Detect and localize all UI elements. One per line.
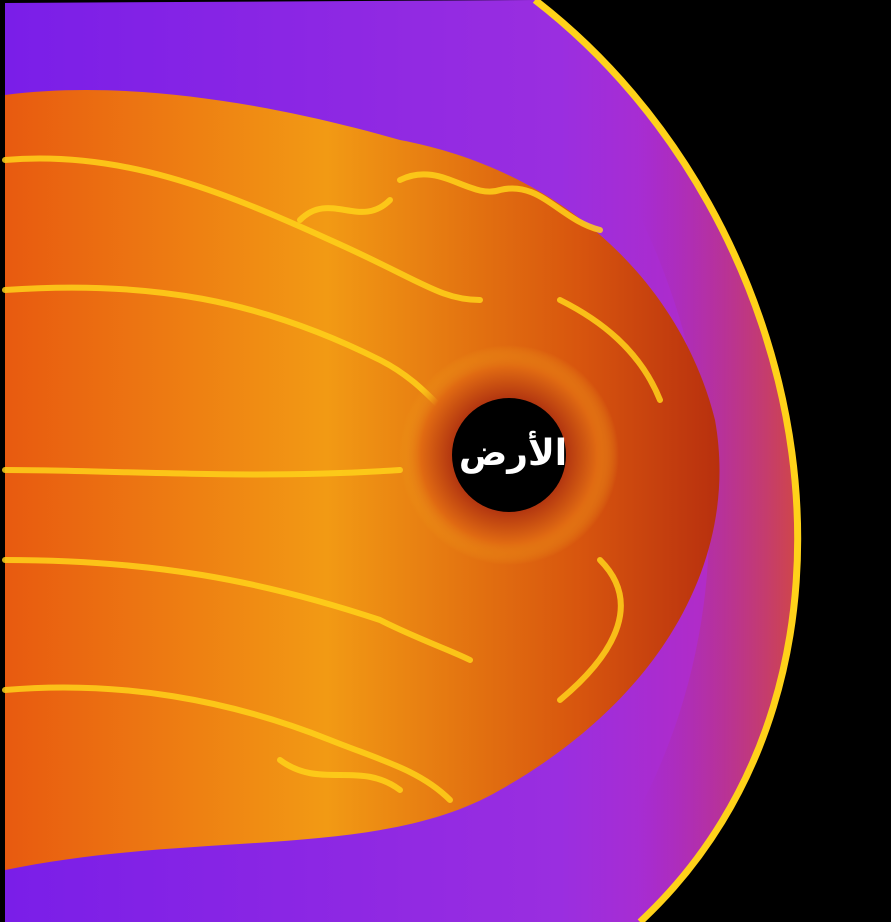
earth-label: الأرض bbox=[459, 430, 567, 474]
page: {"label": "الأرض"} bbox=[0, 0, 891, 922]
simulation-image: الأرض bbox=[0, 0, 891, 922]
